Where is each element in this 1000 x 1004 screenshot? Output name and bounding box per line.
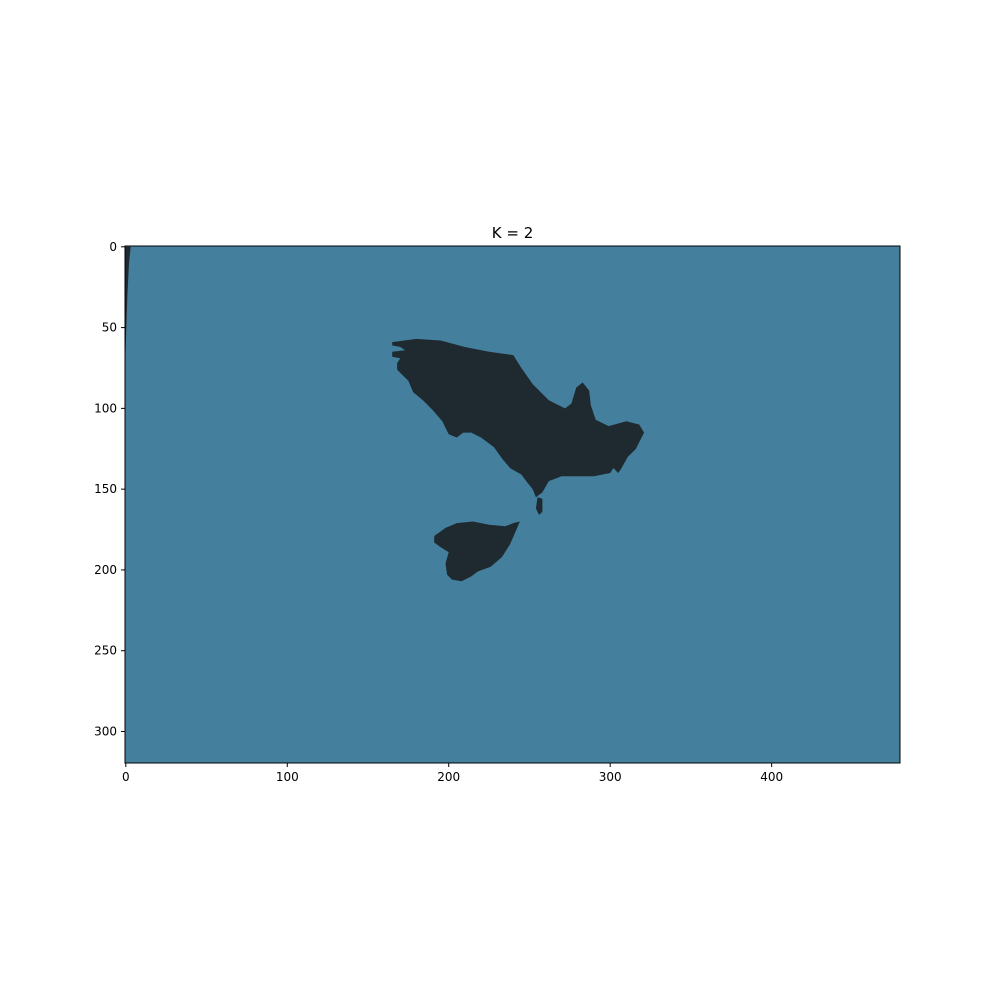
image-background (125, 246, 900, 763)
x-tick-label: 300 (599, 770, 622, 784)
y-axis: 0 50 100 150 200 250 300 (94, 240, 125, 738)
region-bird-body (392, 338, 645, 498)
x-axis: 0 100 200 300 400 (122, 763, 783, 784)
y-tick-label: 50 (102, 321, 117, 335)
region-bird-tail-fragment (535, 497, 543, 515)
chart-title: K = 2 (492, 224, 533, 242)
region-bird-lower-blob (434, 521, 520, 582)
x-tick-label: 400 (760, 770, 783, 784)
y-tick-label: 100 (94, 401, 117, 415)
y-tick-label: 200 (94, 563, 117, 577)
x-tick-label: 200 (437, 770, 460, 784)
y-tick-label: 150 (94, 482, 117, 496)
region-left-edge-strip (125, 246, 131, 377)
y-tick-label: 250 (94, 644, 117, 658)
x-tick-label: 0 (122, 770, 130, 784)
y-tick-label: 300 (94, 724, 117, 738)
y-tick-label: 0 (109, 240, 117, 254)
x-tick-label: 100 (276, 770, 299, 784)
foreground-regions (125, 246, 645, 582)
plot-frame (124, 245, 901, 764)
